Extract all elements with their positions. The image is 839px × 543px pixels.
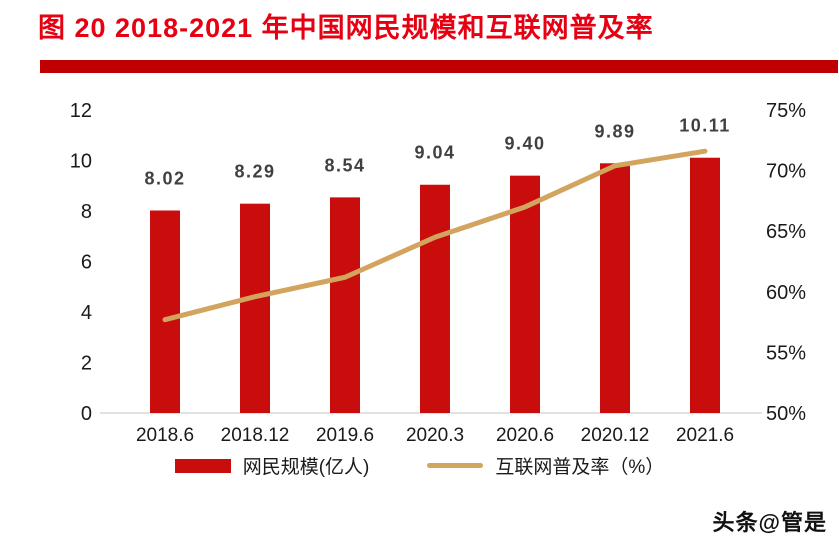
right-axis-tick: 65% [766, 221, 806, 243]
legend-item-penetration: 互联网普及率（%） [427, 452, 664, 479]
red-divider-bar [40, 60, 838, 73]
bar [240, 203, 270, 413]
bar-value-label: 10.11 [679, 116, 731, 136]
figure-title: 图 20 2018-2021 年中国网民规模和互联网普及率 [38, 13, 654, 43]
left-axis-tick: 2 [81, 353, 92, 375]
x-axis-label: 2021.6 [676, 425, 734, 446]
x-axis-label: 2018.6 [136, 425, 194, 446]
right-axis-tick: 60% [766, 282, 806, 304]
x-axis-label: 2020.3 [406, 425, 464, 446]
penetration-line [162, 148, 708, 323]
x-axis-label: 2020.6 [496, 425, 554, 446]
line-series-swatch [427, 463, 484, 468]
x-axis-label: 2019.6 [316, 425, 374, 446]
bar-value-label: 9.04 [414, 143, 455, 163]
right-axis-tick: 75% [766, 100, 806, 122]
left-axis-tick: 12 [70, 100, 92, 122]
left-axis-tick: 0 [81, 403, 92, 425]
x-axis-label: 2020.12 [581, 425, 650, 446]
legend-label-penetration: 互联网普及率（%） [495, 457, 665, 478]
bar-value-label: 8.29 [234, 162, 275, 182]
chart-area: 0 2 4 6 8 10 12 50% 55% 60% 65% 70% 75% 8.02 2018.6 8.2… [0, 86, 839, 452]
bar-value-label: 9.40 [504, 134, 545, 154]
right-axis-tick: 55% [766, 342, 806, 364]
legend-label-netizens: 网民规模(亿人) [242, 457, 370, 478]
legend-item-netizens: 网民规模(亿人) [174, 452, 370, 479]
bar [150, 210, 180, 413]
bar [510, 175, 540, 413]
bar-value-label: 8.54 [324, 155, 365, 175]
bar-series-swatch [174, 458, 231, 473]
bar-value-label: 9.89 [594, 121, 635, 141]
bar-value-label: 8.02 [144, 168, 185, 188]
right-axis-tick: 50% [766, 403, 806, 425]
chart-legend: 网民规模(亿人) 互联网普及率（%） [0, 452, 839, 479]
left-axis-tick: 8 [81, 201, 92, 223]
bar [330, 197, 360, 413]
bar [600, 163, 630, 413]
watermark: 头条@管是 [712, 510, 827, 535]
right-axis-tick: 70% [766, 161, 806, 183]
chart-canvas: 0 2 4 6 8 10 12 50% 55% 60% 65% 70% 75% 8.02 2018.6 8.2… [70, 100, 806, 446]
x-axis-label: 2018.12 [221, 425, 290, 446]
left-axis-tick: 10 [70, 151, 92, 173]
left-axis-tick: 6 [81, 252, 92, 274]
left-axis-tick: 4 [81, 302, 92, 324]
bar [420, 184, 450, 413]
bar [690, 157, 720, 413]
